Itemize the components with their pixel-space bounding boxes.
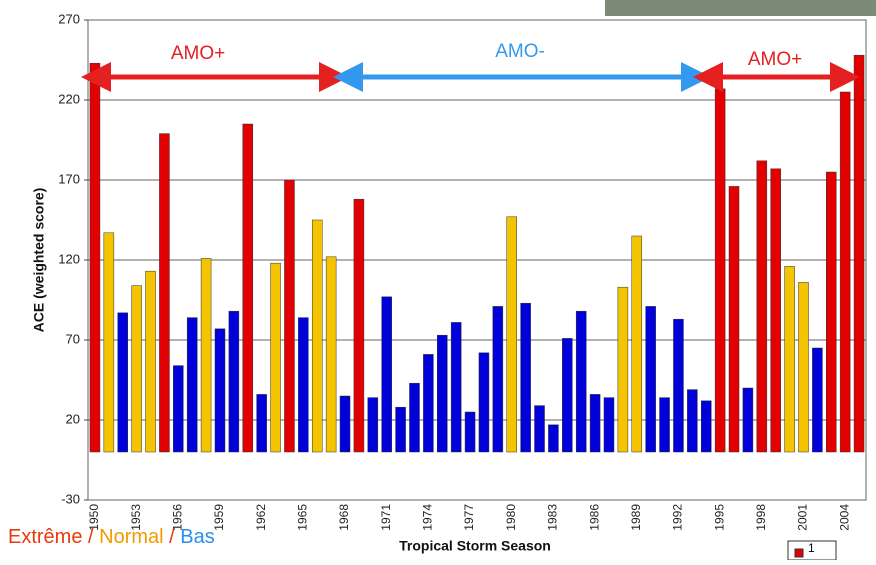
- bar: [437, 334, 448, 453]
- bar: [200, 258, 212, 453]
- x-tick-label: 2001: [796, 504, 810, 531]
- bar: [242, 123, 254, 453]
- bar: [103, 232, 115, 453]
- bar: [812, 347, 823, 453]
- bar: [284, 179, 295, 453]
- bar: [520, 302, 531, 453]
- x-tick-label: 1986: [587, 504, 601, 531]
- y-tick-label: 20: [66, 411, 80, 426]
- bar: [798, 282, 809, 453]
- bar: [673, 318, 684, 453]
- bar: [770, 168, 781, 453]
- x-tick-label: 1980: [504, 504, 518, 531]
- legend-label: 1: [808, 541, 815, 555]
- annotation: AMO+: [171, 43, 225, 64]
- bar: [228, 310, 240, 453]
- bar: [214, 328, 226, 453]
- bar: [853, 54, 865, 453]
- x-tick-label: 1998: [754, 504, 768, 531]
- x-tick-label: 1983: [546, 504, 560, 531]
- bar: [728, 186, 740, 453]
- x-tick-label: 1989: [629, 504, 643, 531]
- x-tick-label: 1950: [87, 504, 101, 531]
- footer-sep: /: [88, 526, 94, 548]
- annotation: AMO-: [495, 41, 545, 62]
- bar: [714, 88, 726, 453]
- bar: [395, 406, 406, 453]
- legend-swatch: [794, 548, 804, 558]
- bar: [173, 365, 184, 453]
- bar: [575, 310, 587, 453]
- bar: [423, 354, 434, 453]
- x-tick-label: 2004: [837, 504, 851, 531]
- bar: [756, 160, 768, 453]
- x-tick-label: 1995: [712, 504, 726, 531]
- bar: [617, 286, 629, 453]
- bar: [117, 312, 128, 453]
- y-axis-title: ACE (weighted score): [31, 188, 47, 333]
- x-tick-label: 1959: [212, 504, 226, 531]
- y-tick-label: 170: [58, 171, 80, 186]
- y-tick-label: 270: [58, 11, 80, 26]
- bar: [603, 397, 615, 453]
- y-tick-label: 70: [66, 331, 80, 346]
- bar: [339, 395, 351, 453]
- bar: [784, 266, 795, 453]
- footer-normal: Normal: [99, 526, 163, 548]
- bar: [645, 306, 656, 453]
- bar: [159, 133, 170, 453]
- footer-sep: /: [169, 526, 175, 548]
- bar: [742, 387, 754, 453]
- x-axis-title: Tropical Storm Season: [399, 538, 551, 554]
- x-tick-label: 1962: [254, 504, 268, 531]
- bar: [478, 352, 490, 453]
- bar: [839, 91, 851, 453]
- bar: [270, 262, 281, 453]
- bar: [325, 256, 337, 453]
- bar: [298, 317, 309, 453]
- y-tick-label: -30: [61, 491, 80, 506]
- bar: [700, 400, 712, 453]
- bar: [548, 424, 559, 453]
- x-tick-label: 1974: [421, 504, 435, 531]
- bar: [186, 317, 198, 453]
- bar: [311, 219, 323, 453]
- x-tick-label: 1992: [671, 504, 685, 531]
- bar: [631, 235, 643, 453]
- annotation: AMO+: [748, 49, 802, 70]
- footer-extreme: Extrême: [8, 526, 82, 548]
- y-tick-label: 220: [58, 91, 80, 106]
- x-tick-label: 1956: [170, 504, 184, 531]
- x-tick-label: 1953: [129, 504, 143, 531]
- photo-corner: [605, 0, 876, 16]
- bar: [492, 306, 504, 453]
- bar: [89, 62, 101, 453]
- bar: [534, 405, 545, 453]
- x-tick-label: 1965: [296, 504, 310, 531]
- bar: [687, 389, 698, 453]
- bar: [256, 394, 267, 453]
- bar: [450, 322, 462, 453]
- bar: [464, 411, 476, 453]
- bar: [353, 198, 365, 453]
- footer-bas: Bas: [180, 526, 214, 548]
- y-tick-label: 120: [58, 251, 80, 266]
- bar: [589, 394, 601, 453]
- bar: [506, 216, 517, 453]
- bar: [367, 397, 379, 453]
- bar: [409, 382, 420, 453]
- bar: [131, 285, 142, 453]
- bar: [145, 270, 156, 453]
- x-tick-label: 1971: [379, 504, 393, 531]
- bars: [89, 54, 865, 453]
- bar: [659, 397, 670, 453]
- footer-text: Extrême / Normal / Bas: [8, 526, 215, 548]
- x-tick-label: 1968: [337, 504, 351, 531]
- x-tick-label: 1977: [462, 504, 476, 531]
- bar: [381, 296, 392, 453]
- bar: [826, 171, 837, 453]
- bar: [562, 338, 573, 453]
